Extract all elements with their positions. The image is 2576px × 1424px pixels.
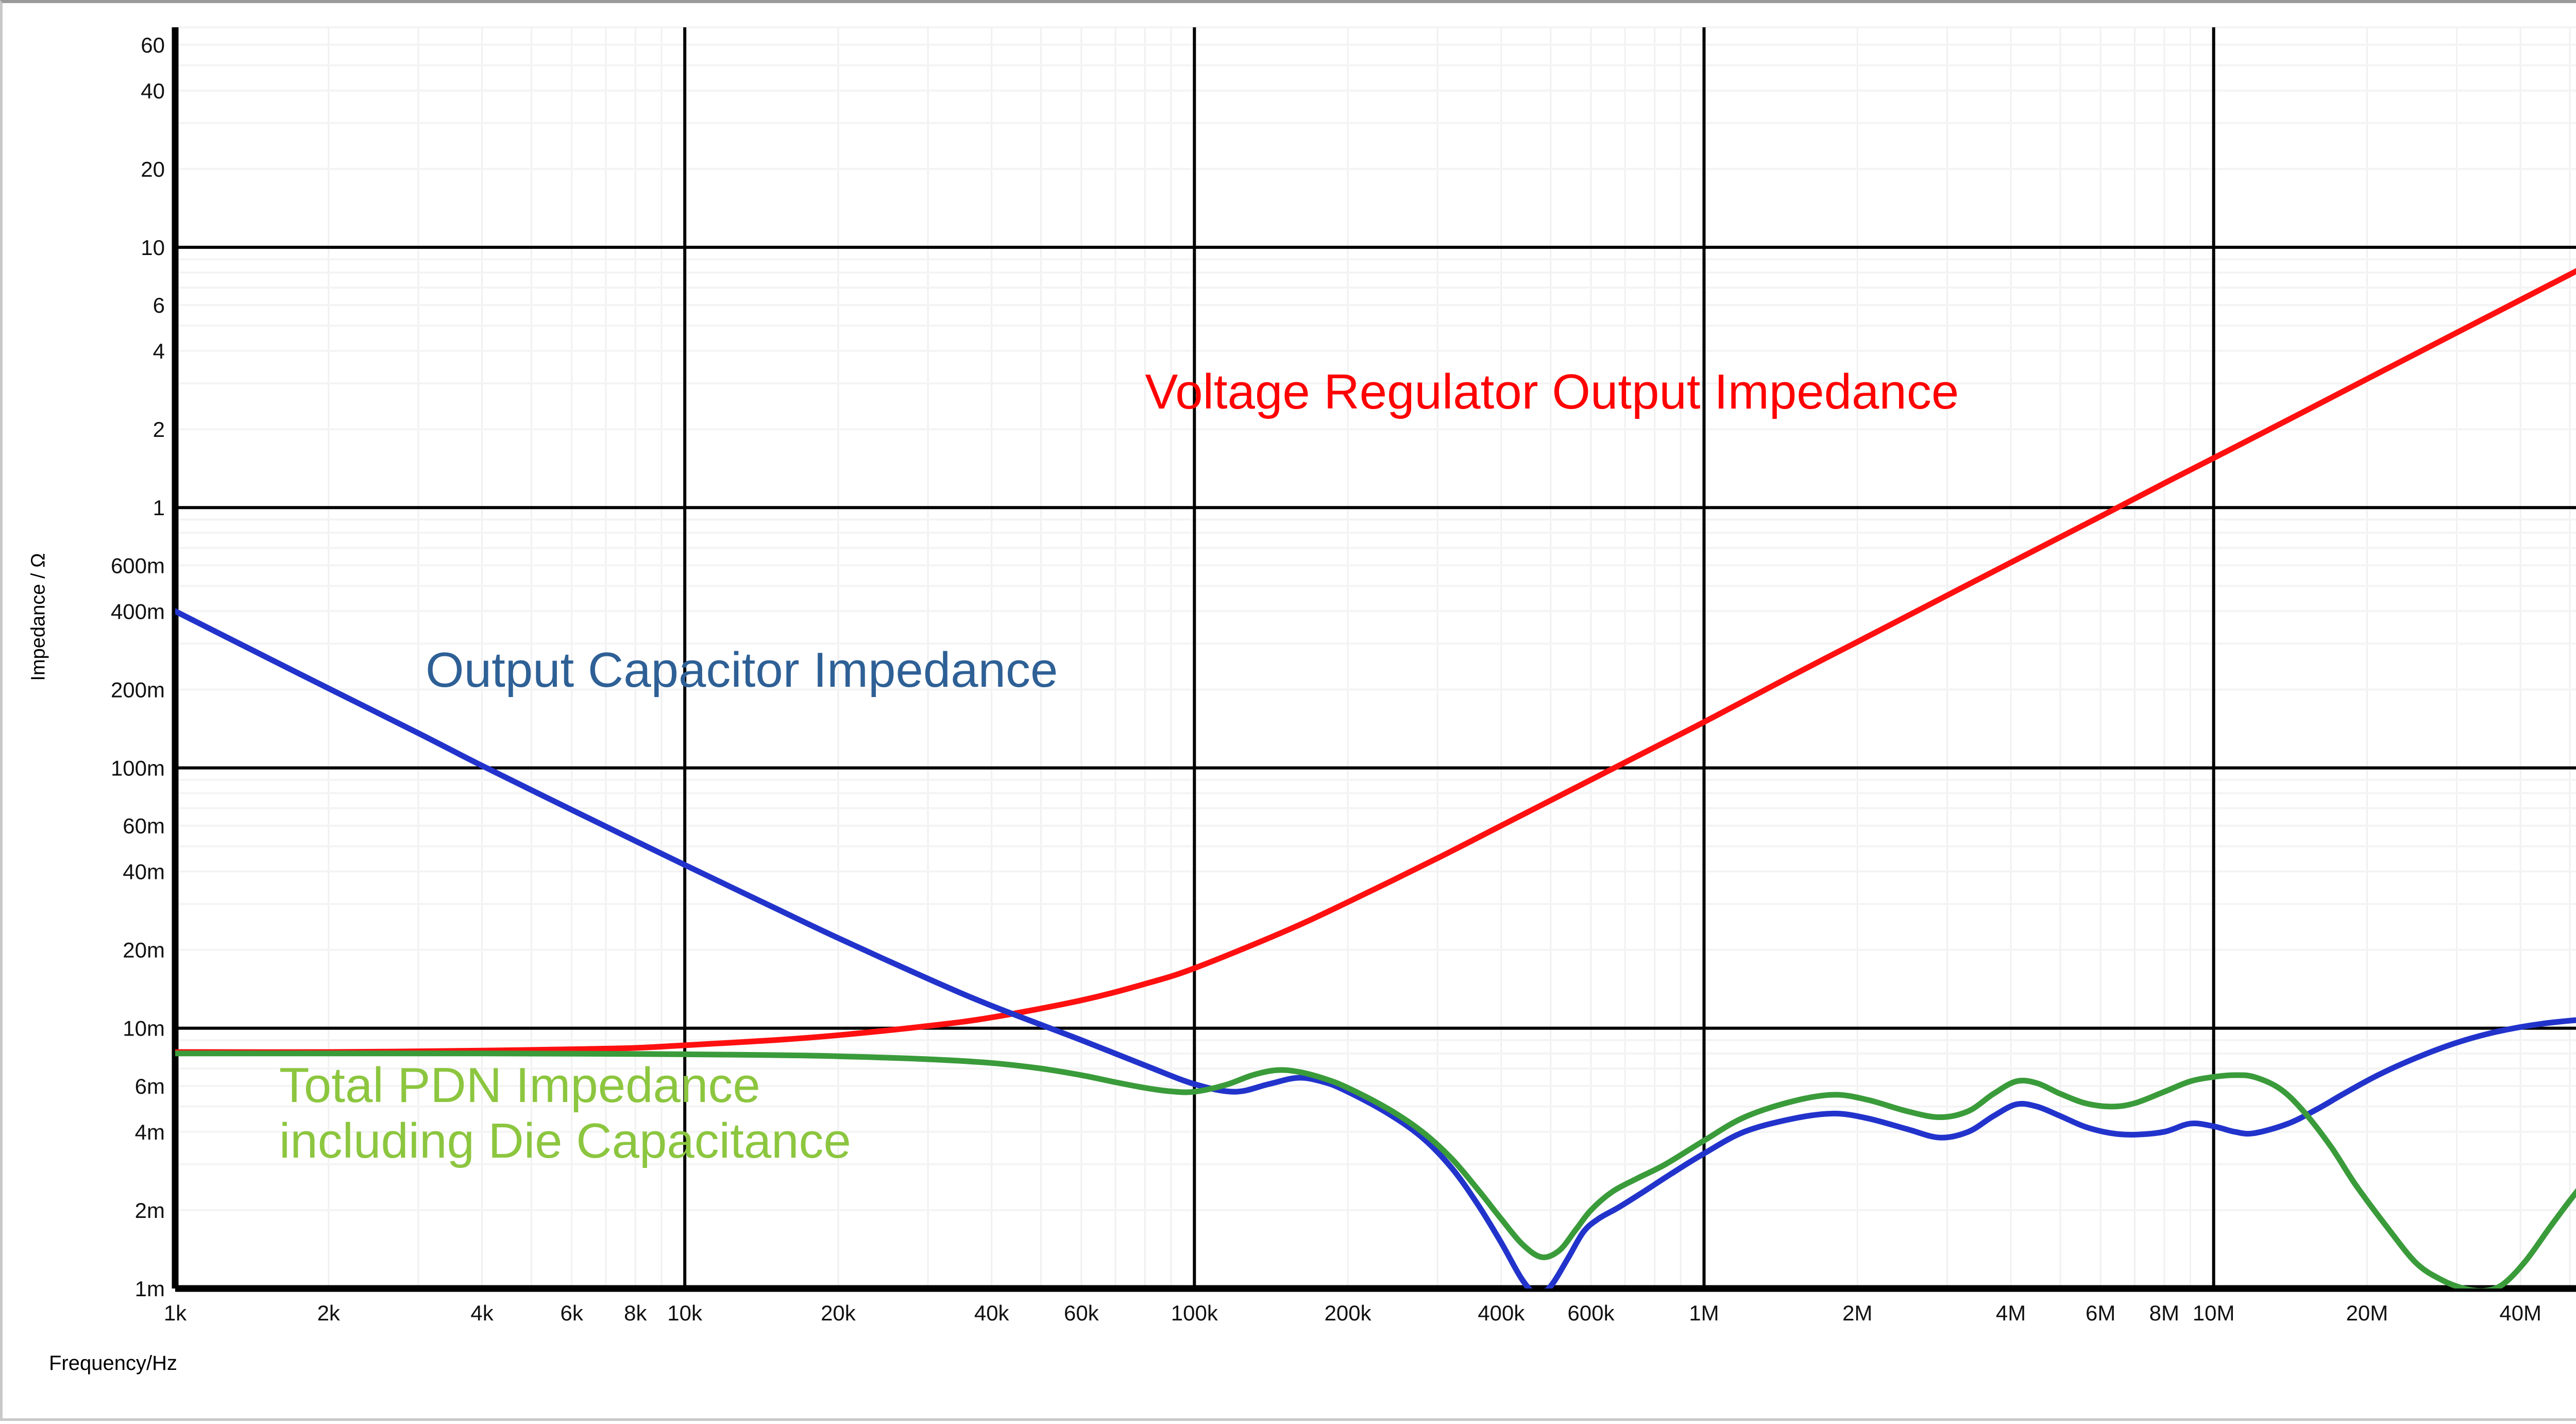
y-tick-label: 1 [153, 496, 165, 520]
y-tick-label: 20m [123, 938, 165, 962]
x-axis-title-wrap: Frequency/Hz [49, 1352, 177, 1375]
x-tick-label: 10k [667, 1301, 703, 1325]
series-lines [175, 268, 2576, 1289]
x-tick-label: 400k [1478, 1301, 1525, 1325]
y-tick-label: 6 [153, 293, 165, 317]
annotation-label-0-0: Voltage Regulator Output Impedance [1145, 364, 1959, 419]
x-tick-label: 40k [974, 1301, 1010, 1325]
annotation-label-1-0: Output Capacitor Impedance [426, 642, 1058, 698]
x-tick-label: 10M [2193, 1301, 2235, 1325]
x-tick-label: 4M [1996, 1301, 2026, 1325]
y-tick-label: 40 [141, 79, 165, 103]
x-tick-label: 6M [2086, 1301, 2115, 1325]
x-tick-label: 600k [1568, 1301, 1615, 1325]
x-tick-label: 8M [2149, 1301, 2179, 1325]
x-tick-label: 4k [470, 1301, 494, 1325]
y-tick-label: 20 [141, 157, 165, 181]
impedance-log-log-plot: 1k 2k 4k 6k 8k 10k 20k 40k 60k 100k 200k 400k 600k 1M… [111, 26, 2576, 1325]
y-tick-label: 4 [153, 339, 165, 363]
axis-lines [172, 27, 2576, 1292]
series-line-0 [175, 268, 2576, 1055]
x-tick-label: 40M [2499, 1301, 2541, 1325]
y-tick-label: 400m [111, 599, 165, 623]
x-axis-title: Frequency/Hz [49, 1352, 177, 1375]
x-tick-label: 2M [1842, 1301, 1872, 1325]
x-tick-label: 6k [561, 1301, 584, 1325]
series-line-1 [175, 608, 2576, 1289]
y-axis-title-wrap: Impedance / Ω [28, 488, 50, 746]
x-tick-label: 2k [317, 1301, 341, 1325]
y-tick-labels: 60 40 20 10 6 4 2 1 600m 400m 200m 100m 60m 40m 20m 10m… [111, 33, 165, 1301]
y-tick-label: 60m [123, 814, 165, 838]
y-tick-label: 4m [135, 1120, 165, 1144]
x-tick-label: 20k [821, 1301, 856, 1325]
y-tick-label: 60 [141, 33, 165, 57]
y-tick-label: 2 [153, 417, 165, 442]
annotation-label-2-0: Total PDN Impedance [279, 1058, 760, 1113]
y-tick-label: 200m [111, 677, 165, 702]
series-line-2 [175, 1050, 2576, 1289]
y-tick-label: 10 [141, 235, 165, 260]
x-tick-label: 1M [1689, 1301, 1719, 1325]
x-tick-label: 20M [2346, 1301, 2388, 1325]
y-axis-title: Impedance / Ω [27, 553, 49, 681]
y-tick-label: 2m [135, 1198, 165, 1223]
x-tick-label: 200k [1325, 1301, 1372, 1325]
y-tick-label: 10m [123, 1016, 165, 1041]
x-tick-label: 60k [1064, 1301, 1099, 1325]
y-tick-label: 600m [111, 553, 165, 578]
x-tick-labels: 1k 2k 4k 6k 8k 10k 20k 40k 60k 100k 200k 400k 600k 1M… [164, 1301, 2541, 1325]
x-tick-label: 8k [624, 1301, 647, 1325]
x-tick-label: 1k [164, 1301, 187, 1325]
y-tick-label: 40m [123, 860, 165, 884]
annotation-label-2-1: including Die Capacitance [279, 1113, 851, 1168]
y-tick-label: 100m [111, 756, 165, 780]
x-tick-label: 100k [1171, 1301, 1218, 1325]
y-tick-label: 6m [135, 1074, 165, 1098]
annotations: Voltage Regulator Output Impedance Output… [279, 364, 1959, 1168]
y-tick-label: 1m [135, 1277, 165, 1301]
